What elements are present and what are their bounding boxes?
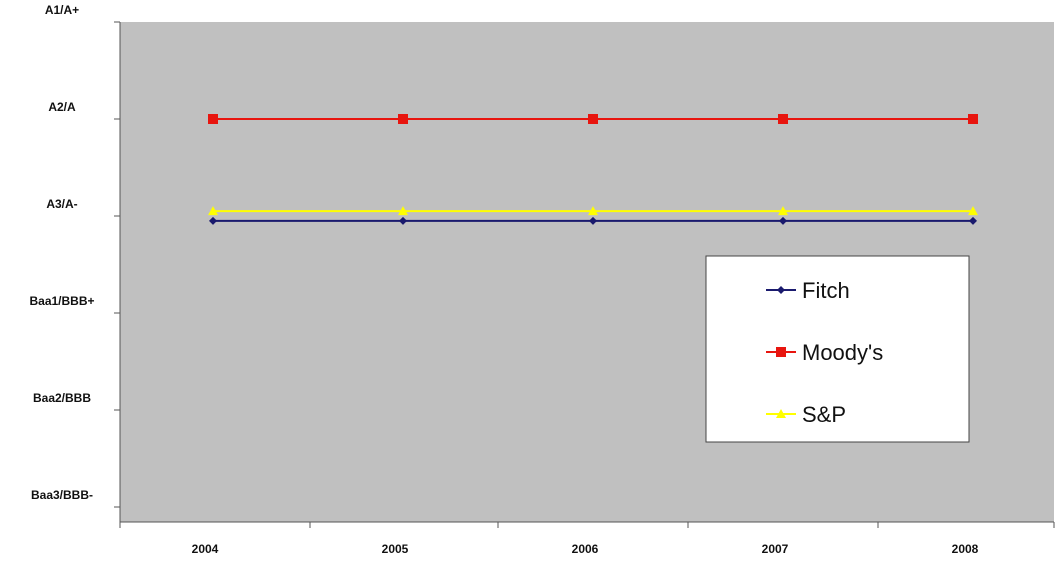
x-axis: 2004 2005 2006 2007 2008: [119, 522, 1055, 556]
data-point: [968, 114, 978, 124]
y-tick-label: A1/A+: [45, 3, 79, 17]
legend-swatch-marker: [777, 286, 785, 294]
data-point: [778, 206, 788, 216]
legend-item: Moody's: [766, 340, 883, 365]
y-tick-label: Baa3/BBB-: [31, 488, 93, 502]
x-tick-label: 2006: [572, 542, 599, 556]
legend-items: Fitch Moody's S&P: [766, 278, 883, 427]
x-tick-label: 2008: [952, 542, 979, 556]
legend-item: Fitch: [766, 278, 850, 303]
data-point: [588, 206, 598, 216]
data-point: [778, 114, 788, 124]
series-moody-s: [208, 114, 978, 124]
series-s-p: [208, 206, 978, 216]
data-point: [779, 216, 787, 225]
y-tick-label: Baa1/BBB+: [29, 294, 94, 308]
data-point: [969, 216, 977, 225]
data-point: [398, 206, 408, 216]
data-point: [399, 216, 407, 225]
series-layer: [208, 114, 978, 225]
x-tick-label: 2004: [192, 542, 219, 556]
data-point: [589, 216, 597, 225]
legend-label: Moody's: [802, 340, 883, 365]
legend-swatch-marker: [776, 347, 786, 357]
data-point: [208, 114, 218, 124]
data-point: [398, 114, 408, 124]
y-tick-label: A2/A: [48, 100, 76, 114]
legend: Fitch Moody's S&P: [705, 255, 970, 443]
legend-item: S&P: [766, 402, 846, 427]
x-tick-label: 2005: [382, 542, 409, 556]
legend-swatch-marker: [776, 409, 786, 418]
data-point: [588, 114, 598, 124]
series-fitch: [209, 216, 977, 225]
data-point: [968, 206, 978, 216]
data-point: [209, 216, 217, 225]
y-tick-label: Baa2/BBB: [33, 391, 91, 405]
legend-box: [705, 255, 970, 443]
data-point: [208, 206, 218, 216]
y-axis: Baa3/BBB- Baa2/BBB Baa1/BBB+ A3/A- A2/A A1/A+: [29, 3, 120, 508]
x-tick-label: 2007: [762, 542, 789, 556]
legend-label: Fitch: [802, 278, 850, 303]
legend-label: S&P: [802, 402, 846, 427]
y-tick-label: A3/A-: [46, 197, 77, 211]
